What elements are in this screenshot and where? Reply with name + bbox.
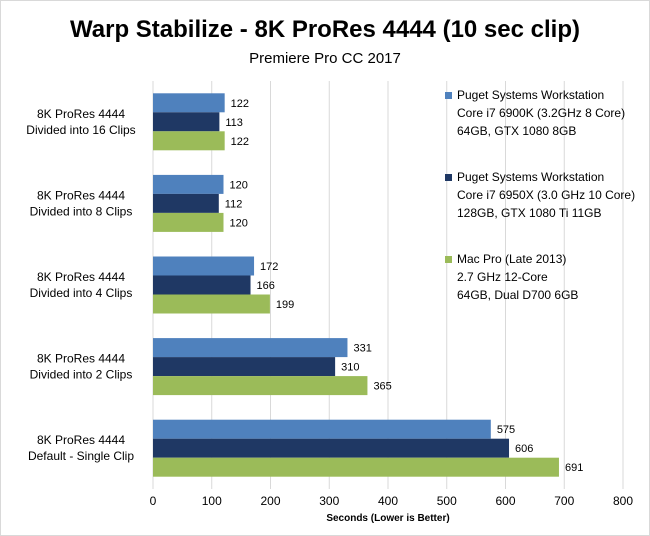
legend-entry: Core i7 6950X (3.0 GHz 10 Core) <box>457 188 635 202</box>
data-label: 172 <box>260 261 278 273</box>
data-label: 331 <box>353 343 371 355</box>
data-label: 310 <box>341 362 359 374</box>
chart-title: Warp Stabilize - 8K ProRes 4444 (10 sec … <box>70 16 580 43</box>
bar <box>153 419 491 439</box>
legend-swatch <box>445 174 452 181</box>
legend-entry: 64GB, Dual D700 6GB <box>457 288 578 302</box>
data-label: 113 <box>225 117 243 129</box>
data-label: 199 <box>276 299 294 311</box>
category-label: 8K ProRes 4444 <box>37 433 125 447</box>
x-tick-label: 800 <box>613 494 633 508</box>
bar <box>153 457 559 477</box>
legend-entry: Puget Systems Workstation <box>457 88 604 102</box>
bar <box>153 131 225 151</box>
bar <box>153 275 251 295</box>
legend-entry: Puget Systems Workstation <box>457 170 604 184</box>
x-tick-label: 0 <box>150 494 157 508</box>
bar <box>153 338 348 358</box>
bar <box>153 93 225 113</box>
category-label: Default - Single Clip <box>28 449 134 463</box>
data-label: 112 <box>225 198 243 210</box>
data-label: 606 <box>515 443 533 455</box>
legend-entry: 64GB, GTX 1080 8GB <box>457 124 576 138</box>
category-label: 8K ProRes 4444 <box>37 270 125 284</box>
data-label: 166 <box>257 280 275 292</box>
category-label: Divided into 2 Clips <box>30 368 133 382</box>
data-label: 120 <box>230 179 248 191</box>
legend-entry: Core i7 6900K (3.2GHz 8 Core) <box>457 106 625 120</box>
bar <box>153 174 224 194</box>
category-label: Divided into 4 Clips <box>30 286 133 300</box>
legend-entry: 128GB, GTX 1080 Ti 11GB <box>457 206 602 220</box>
bar <box>153 112 220 132</box>
data-label: 575 <box>497 424 515 436</box>
bar <box>153 357 336 377</box>
x-tick-label: 100 <box>202 494 222 508</box>
x-tick-label: 600 <box>495 494 515 508</box>
x-tick-label: 700 <box>554 494 574 508</box>
legend-entry: 2.7 GHz 12-Core <box>457 270 548 284</box>
data-label: 691 <box>565 462 583 474</box>
legend-swatch <box>445 92 452 99</box>
category-label: Divided into 8 Clips <box>30 204 133 218</box>
category-label: 8K ProRes 4444 <box>37 188 125 202</box>
category-labels: 8K ProRes 4444 Divided into 16 Clips 8K Pr… <box>26 107 135 463</box>
bar <box>153 294 270 314</box>
bar <box>153 376 368 396</box>
chart-subtitle: Premiere Pro CC 2017 <box>249 50 401 67</box>
x-axis-title: Seconds (Lower is Better) <box>326 513 449 524</box>
bar <box>153 256 255 276</box>
data-label: 365 <box>373 381 391 393</box>
x-axis-ticks: 0 100 200 300 400 500 600 700 800 <box>150 494 634 508</box>
data-label: 122 <box>231 98 249 110</box>
x-tick-label: 400 <box>378 494 398 508</box>
legend-swatch <box>445 256 452 263</box>
x-tick-label: 200 <box>260 494 280 508</box>
category-label: Divided into 16 Clips <box>26 123 135 137</box>
x-tick-label: 500 <box>437 494 457 508</box>
legend: Puget Systems Workstation Core i7 6900K (… <box>445 88 635 302</box>
data-label: 122 <box>231 136 249 148</box>
legend-entry: Mac Pro (Late 2013) <box>457 252 566 266</box>
x-tick-label: 300 <box>319 494 339 508</box>
category-label: 8K ProRes 4444 <box>37 352 125 366</box>
data-label: 120 <box>230 217 248 229</box>
bar <box>153 193 219 213</box>
bars: 1221131221201121201721661993313103655756… <box>153 93 583 477</box>
bar <box>153 212 224 232</box>
category-label: 8K ProRes 4444 <box>37 107 125 121</box>
bar <box>153 438 510 458</box>
